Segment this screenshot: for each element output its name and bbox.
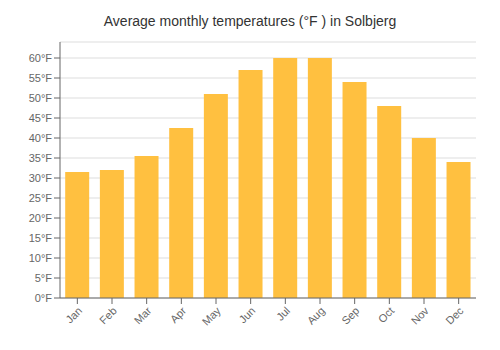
svg-text:Nov: Nov (409, 304, 432, 327)
svg-text:30°F: 30°F (29, 172, 53, 184)
svg-text:Jul: Jul (274, 304, 292, 322)
html-text:Average monthly temperatures (: Average monthly temperatures (°F ) in So… (103, 13, 397, 29)
svg-text:May: May (200, 304, 224, 328)
svg-text:10°F: 10°F (29, 252, 53, 264)
svg-text:Aug: Aug (305, 304, 327, 326)
svg-text:Oct: Oct (376, 304, 397, 325)
svg-text:5°F: 5°F (35, 272, 53, 284)
svg-text:Dec: Dec (443, 304, 466, 327)
svg-text:Apr: Apr (168, 304, 189, 325)
svg-text:25°F: 25°F (29, 192, 53, 204)
svg-text:60°F: 60°F (29, 52, 53, 64)
svg-text:Mar: Mar (132, 304, 154, 326)
svg-text:55°F: 55°F (29, 72, 53, 84)
svg-text:45°F: 45°F (29, 112, 53, 124)
svg-text:15°F: 15°F (29, 232, 53, 244)
svg-text:Jan: Jan (63, 304, 84, 325)
svg-text:50°F: 50°F (29, 92, 53, 104)
svg-text:Feb: Feb (97, 304, 119, 326)
svg-text:40°F: 40°F (29, 132, 53, 144)
svg-text:35°F: 35°F (29, 152, 53, 164)
svg-text:20°F: 20°F (29, 212, 53, 224)
svg-text:Jun: Jun (237, 304, 258, 325)
svg-text:0°F: 0°F (35, 292, 53, 304)
svg-text:Sep: Sep (339, 304, 361, 326)
